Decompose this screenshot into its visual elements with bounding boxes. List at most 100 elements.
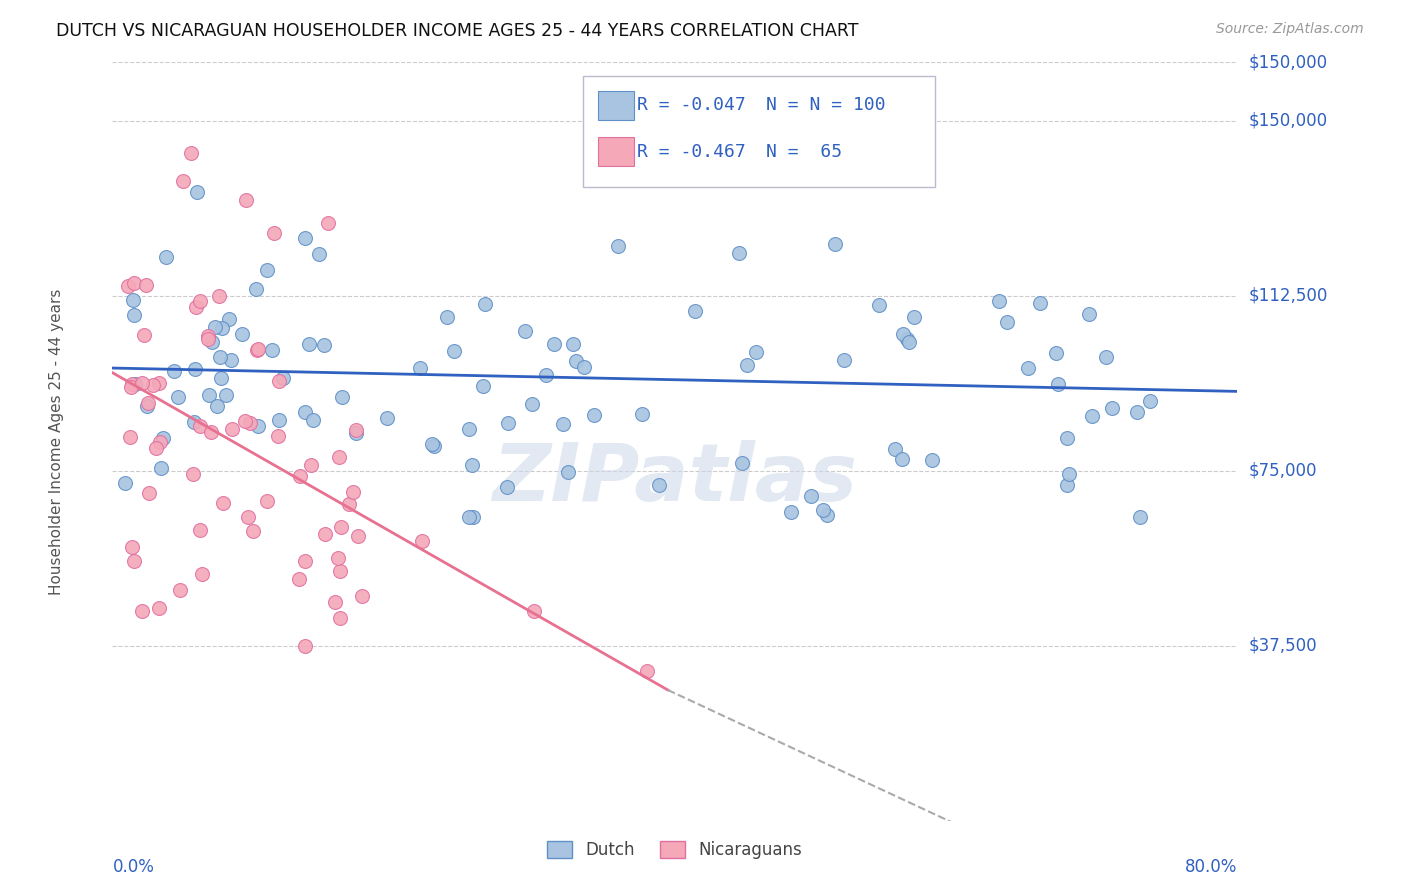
Text: $37,500: $37,500 <box>1249 637 1317 655</box>
Point <box>328 551 350 566</box>
Text: DUTCH VS NICARAGUAN HOUSEHOLDER INCOME AGES 25 - 44 YEARS CORRELATION CHART: DUTCH VS NICARAGUAN HOUSEHOLDER INCOME A… <box>56 22 859 40</box>
Point <box>163 364 186 378</box>
Point <box>267 374 290 388</box>
Point <box>731 456 754 470</box>
Point <box>308 246 330 260</box>
Point <box>520 397 543 411</box>
Point <box>1056 477 1078 491</box>
Point <box>122 554 145 568</box>
Point <box>523 604 546 618</box>
Point <box>267 413 290 427</box>
Point <box>557 465 579 479</box>
Text: 0.0%: 0.0% <box>112 858 155 876</box>
Point <box>138 486 160 500</box>
Point <box>496 417 519 431</box>
Point <box>896 332 918 346</box>
Point <box>190 293 212 308</box>
Point <box>200 425 222 439</box>
Point <box>148 600 170 615</box>
Point <box>543 337 565 351</box>
Point <box>330 390 353 404</box>
Point <box>155 250 177 264</box>
Point <box>443 343 465 358</box>
Point <box>728 245 751 260</box>
Point <box>273 371 295 385</box>
Point <box>474 297 496 311</box>
Point <box>148 376 170 391</box>
Point <box>328 611 350 625</box>
Point <box>208 350 231 364</box>
Point <box>344 423 367 437</box>
Point <box>461 458 484 473</box>
Point <box>422 439 444 453</box>
Point <box>436 310 458 325</box>
Point <box>344 425 367 440</box>
Point <box>184 362 207 376</box>
Point <box>122 276 145 290</box>
Point <box>120 430 142 444</box>
Point <box>131 604 153 618</box>
Point <box>132 328 155 343</box>
Point <box>198 388 221 402</box>
Point <box>1101 401 1123 416</box>
Point <box>565 354 588 368</box>
Text: R = -0.047: R = -0.047 <box>637 96 745 114</box>
Point <box>898 334 921 349</box>
Text: ZIPatlas: ZIPatlas <box>492 441 858 518</box>
Point <box>1078 307 1101 321</box>
Point <box>471 379 494 393</box>
Point <box>197 328 219 343</box>
Point <box>204 319 226 334</box>
Point <box>409 360 432 375</box>
Point <box>329 520 352 534</box>
Point <box>181 467 204 482</box>
Point <box>180 146 202 161</box>
Point <box>197 332 219 346</box>
Point <box>890 452 912 467</box>
Point <box>824 237 846 252</box>
Point <box>316 216 339 230</box>
Point <box>136 396 159 410</box>
Point <box>988 293 1011 308</box>
Point <box>188 523 211 537</box>
Text: Householder Income Ages 25 - 44 years: Householder Income Ages 25 - 44 years <box>49 288 63 595</box>
Point <box>114 475 136 490</box>
Point <box>832 352 855 367</box>
Point <box>811 503 834 517</box>
Point <box>779 505 801 519</box>
Text: Source: ZipAtlas.com: Source: ZipAtlas.com <box>1216 22 1364 37</box>
Point <box>239 416 262 430</box>
Point <box>242 524 264 538</box>
Point <box>463 510 485 524</box>
Point <box>124 377 146 392</box>
Legend: Dutch, Nicaraguans: Dutch, Nicaraguans <box>541 834 808 865</box>
Text: N =  65: N = 65 <box>766 143 842 161</box>
Point <box>231 326 253 341</box>
Point <box>121 377 143 392</box>
Point <box>120 380 142 394</box>
Point <box>263 226 285 240</box>
Point <box>995 315 1018 329</box>
Point <box>288 468 311 483</box>
Point <box>737 358 759 372</box>
Point <box>221 352 243 367</box>
Text: R = -0.467: R = -0.467 <box>637 143 745 161</box>
Point <box>1094 350 1116 364</box>
Point <box>205 399 228 413</box>
Point <box>648 478 671 492</box>
Point <box>212 496 235 510</box>
Point <box>150 460 173 475</box>
Point <box>606 239 628 253</box>
Point <box>1126 405 1149 419</box>
Point <box>235 193 257 207</box>
Point <box>288 572 311 586</box>
Point <box>1081 409 1104 423</box>
Point <box>246 343 269 357</box>
Point <box>245 282 267 296</box>
Point <box>135 277 157 292</box>
Point <box>122 308 145 322</box>
Point <box>458 510 481 524</box>
Point <box>246 343 269 357</box>
Point <box>582 408 605 422</box>
Point <box>145 441 167 455</box>
